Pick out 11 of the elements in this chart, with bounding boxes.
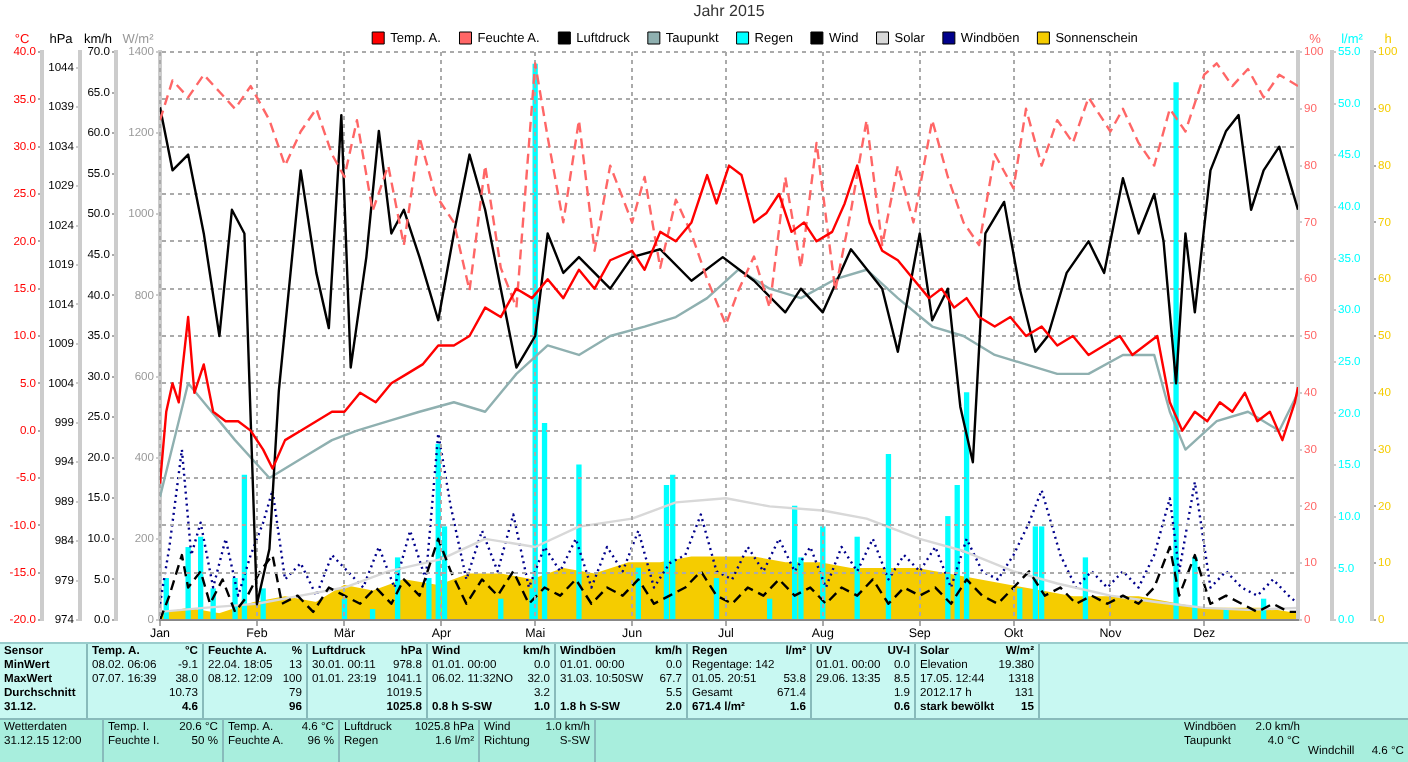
bar	[576, 464, 582, 620]
bar	[713, 578, 720, 620]
bar	[1223, 609, 1229, 620]
bar	[1173, 82, 1179, 620]
bar	[426, 578, 432, 620]
chart-title: Jahr 2015	[693, 2, 766, 21]
line-series	[160, 432, 1298, 605]
bar	[945, 516, 951, 620]
bar	[670, 474, 676, 620]
bar	[1017, 588, 1023, 620]
line-series	[160, 62, 1298, 326]
